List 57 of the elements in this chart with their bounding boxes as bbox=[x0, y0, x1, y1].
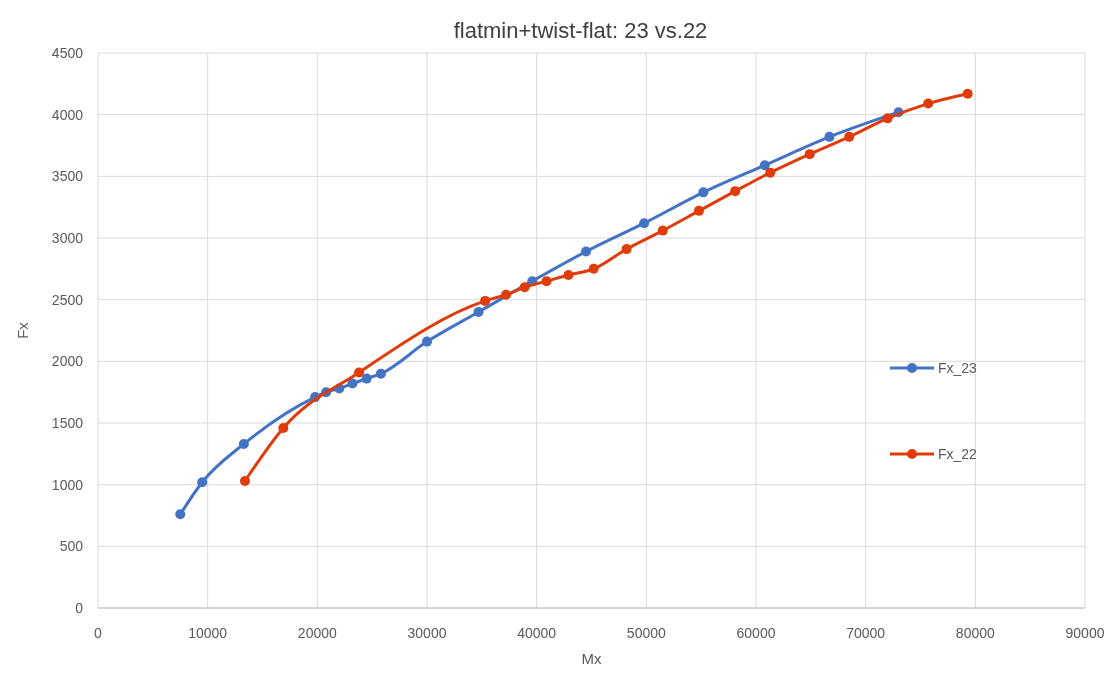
y-tick-label: 2500 bbox=[51, 291, 84, 308]
x-tick-label: 10000 bbox=[188, 625, 228, 641]
x-tick-label: 90000 bbox=[1065, 625, 1105, 641]
point bbox=[422, 336, 432, 347]
y-tick-label: 3500 bbox=[51, 168, 84, 185]
point bbox=[765, 167, 776, 178]
point bbox=[824, 131, 835, 142]
point bbox=[730, 186, 741, 197]
point bbox=[563, 270, 574, 280]
y-axis-title: Fx bbox=[14, 321, 31, 339]
point bbox=[882, 113, 893, 124]
x-tick-label: 40000 bbox=[517, 625, 557, 641]
point bbox=[923, 98, 934, 109]
point bbox=[519, 282, 530, 293]
point bbox=[541, 276, 552, 287]
point bbox=[693, 205, 704, 216]
point bbox=[347, 378, 358, 389]
point bbox=[500, 289, 511, 300]
legend-label: Fx_23 bbox=[938, 360, 978, 376]
x-tick-label: 60000 bbox=[736, 625, 776, 641]
point bbox=[581, 246, 592, 257]
x-tick-label: 50000 bbox=[626, 625, 667, 641]
point bbox=[698, 187, 709, 198]
y-tick-label: 4000 bbox=[51, 106, 84, 123]
point bbox=[657, 225, 668, 236]
y-tick-label: 4500 bbox=[51, 45, 84, 61]
point bbox=[375, 368, 386, 379]
x-tick-label: 0 bbox=[94, 625, 103, 641]
y-tick-label: 1500 bbox=[51, 415, 84, 431]
x-axis-title: Mx bbox=[581, 650, 602, 667]
point bbox=[197, 477, 208, 488]
point bbox=[844, 131, 855, 142]
point bbox=[804, 149, 815, 160]
point bbox=[759, 160, 770, 171]
legend-label: Fx_22 bbox=[938, 446, 978, 462]
point bbox=[278, 422, 289, 433]
point bbox=[962, 88, 973, 99]
chart-title: flatmin+twist-flat: 23 vs.22 bbox=[453, 18, 708, 43]
point bbox=[175, 509, 186, 520]
y-tick-label: 500 bbox=[59, 538, 84, 555]
y-tick-label: 2000 bbox=[51, 353, 84, 370]
point bbox=[473, 307, 484, 317]
point bbox=[588, 263, 599, 274]
point bbox=[621, 244, 632, 255]
y-tick-label: 0 bbox=[75, 600, 84, 616]
y-tick-label: 3000 bbox=[51, 230, 84, 246]
point bbox=[639, 218, 650, 229]
point bbox=[480, 295, 491, 306]
x-tick-label: 70000 bbox=[846, 625, 886, 641]
y-tick-label: 1000 bbox=[51, 476, 84, 493]
point bbox=[239, 475, 250, 486]
point bbox=[354, 367, 365, 378]
x-tick-label: 20000 bbox=[297, 625, 338, 641]
point bbox=[361, 373, 372, 384]
point bbox=[238, 438, 249, 449]
x-tick-label: 30000 bbox=[407, 625, 447, 641]
x-tick-label: 80000 bbox=[955, 625, 996, 641]
